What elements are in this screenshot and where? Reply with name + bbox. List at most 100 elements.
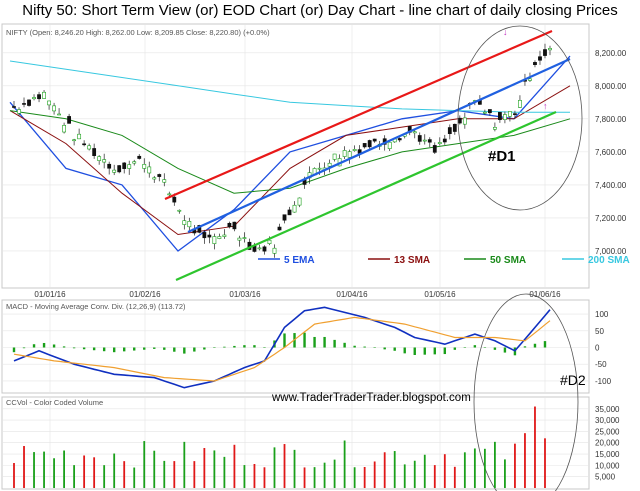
macd-y-tick: 50 (595, 327, 604, 336)
ma-line (9, 55, 571, 252)
price-y-tick: 8,000.00 (595, 82, 627, 91)
candle-body (202, 232, 207, 239)
volume-bar (443, 454, 446, 488)
candle-body (82, 143, 87, 146)
macd-hist-bar (263, 347, 266, 348)
grid-lines (2, 24, 589, 489)
candle-body (162, 179, 167, 183)
macd-hist-bar (403, 347, 406, 354)
candle-body (513, 113, 517, 115)
candle-body (543, 49, 547, 56)
macd-hist-bar (243, 345, 246, 348)
candle-body (412, 131, 417, 134)
macd-hist-bar (52, 344, 56, 348)
volume-bar (93, 457, 96, 488)
macd-hist-bar (143, 347, 146, 350)
candle-body (518, 100, 522, 108)
candle-body (52, 105, 56, 112)
candle-body (297, 197, 302, 206)
candle-body (117, 165, 122, 173)
candle-body (397, 138, 402, 141)
candle-body (152, 177, 157, 180)
macd-hist-bar (22, 347, 26, 349)
volume-bar (534, 406, 536, 488)
candle-body (352, 149, 357, 151)
volume-bar (373, 461, 376, 488)
volume-bar (133, 467, 136, 488)
macd-hist-bar (343, 342, 346, 348)
candle-body (102, 159, 107, 163)
candle-body (447, 127, 452, 134)
volume-bar (163, 460, 166, 488)
x-axis-label: 01/03/16 (229, 290, 261, 299)
candle-body (482, 111, 487, 114)
candle-body (342, 150, 347, 157)
volume-y-tick: 25,000 (595, 427, 620, 436)
candle-body (47, 100, 51, 106)
candle-body (362, 143, 367, 148)
macd-panel-header: MACD - Moving Average Conv. Div. (12,26,… (6, 302, 186, 311)
candle-body (77, 133, 82, 140)
candle-body (42, 91, 46, 99)
candle-body (37, 94, 41, 100)
volume-bar (453, 466, 456, 488)
macd-hist-bar (503, 347, 507, 353)
price-y-tick: 7,000.00 (595, 247, 627, 256)
candle-body (422, 139, 427, 142)
legend-label: 13 SMA (394, 255, 430, 266)
volume-y-tick: 5,000 (595, 473, 616, 482)
candle-body (212, 236, 217, 244)
candle-body (387, 141, 392, 149)
macd-hist-bar (473, 345, 477, 348)
volume-bar (504, 459, 506, 488)
x-axis-label: 01/02/16 (129, 290, 161, 299)
candle-body (327, 162, 332, 167)
legend: 5 EMA 13 SMA 50 SMA 200 SMA (258, 255, 630, 266)
volume-bar (293, 449, 296, 488)
volume-bar (243, 465, 246, 488)
macd-hist-bar (533, 343, 537, 348)
volume-bar (123, 461, 126, 488)
macd-hist-bar (92, 347, 96, 351)
macd-hist-bar (483, 347, 487, 348)
candle-body (317, 167, 322, 170)
macd-hist-bar (313, 336, 316, 348)
candle-body (107, 163, 112, 169)
candle-body (417, 135, 422, 142)
volume-y-tick: 35,000 (595, 405, 620, 414)
candle-body (503, 114, 507, 120)
volume-bar (463, 452, 466, 488)
candle-body (27, 99, 31, 106)
x-axis-label: 01/01/16 (34, 290, 66, 299)
volume-bar (183, 441, 186, 488)
candle-body (292, 204, 297, 213)
price-y-tick: 8,200.00 (595, 49, 627, 58)
candle-body (142, 164, 147, 169)
volume-bar (203, 448, 206, 488)
trendline-red (164, 29, 553, 201)
chart-area: NIFTY (Open: 8,246.20 High: 8,262.00 Low… (1, 23, 630, 491)
volume-bar (143, 441, 146, 488)
volume-y-tick: 20,000 (595, 439, 620, 448)
volume-bar (403, 464, 406, 488)
candle-body (548, 48, 552, 51)
volume-bar (173, 461, 176, 488)
macd-y-tick: -50 (595, 360, 607, 369)
macd-hist-bar (283, 333, 286, 348)
price-panel-frame (1, 23, 590, 289)
volume-y-tick: 10,000 (595, 461, 620, 470)
volume-y-ticks: 35,000 30,000 25,000 20,000 15,000 10,000 5,00… (595, 405, 620, 482)
candle-body (12, 106, 16, 108)
volume-bar (493, 441, 496, 488)
candle-body (498, 112, 502, 120)
macd-y-ticks: 100 50 0 -50 -100 (595, 310, 612, 386)
volume-bar (193, 461, 196, 488)
macd-hist-bar (203, 347, 206, 350)
volume-bar (333, 459, 336, 488)
macd-hist-bar (173, 347, 176, 352)
candle-body (197, 225, 202, 233)
candle-body (272, 247, 277, 254)
candle-body (97, 156, 102, 161)
macd-line (13, 306, 551, 389)
macd-hist-bar (12, 347, 16, 353)
